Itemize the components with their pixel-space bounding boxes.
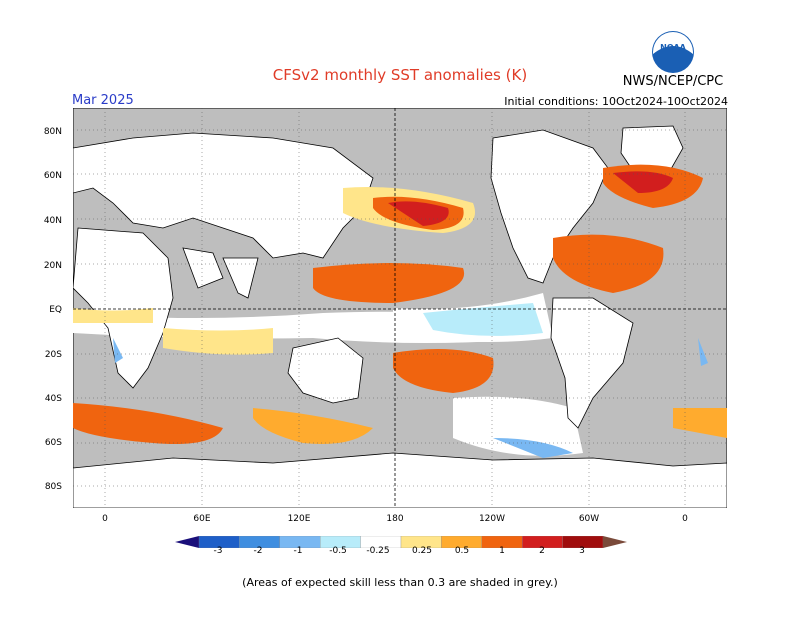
lat-label: 40N (43, 216, 62, 226)
colorbar-label: 1 (499, 546, 505, 556)
lon-label: 120E (287, 514, 311, 524)
lat-label: 80S (44, 482, 62, 492)
colorbar-label: -0.5 (329, 546, 347, 556)
valid-month: Mar 2025 (72, 93, 134, 108)
map-title: CFSv2 monthly SST anomalies (K) (272, 66, 528, 84)
lon-label: 0 (682, 514, 688, 524)
lat-label: 20S (44, 350, 62, 360)
colorbar-label: 0.25 (411, 546, 433, 556)
lon-label: 60W (578, 514, 600, 524)
lat-label: 20N (43, 261, 62, 271)
colorbar-label: 3 (579, 546, 585, 556)
lat-label: 60N (43, 171, 62, 181)
initial-conditions: Initial conditions: 10Oct2024-10Oct2024 (504, 95, 728, 108)
noaa-logo: NOAA (652, 31, 694, 73)
colorbar-right-arrow (603, 536, 627, 548)
lat-label: 60S (44, 438, 62, 448)
lon-label: 60E (193, 514, 211, 524)
lon-label: 180 (386, 514, 404, 524)
sst-anomaly-map (73, 108, 727, 508)
lon-label: 120W (478, 514, 506, 524)
lat-label: 80N (43, 127, 62, 137)
lon-label: 0 (102, 514, 108, 524)
colorbar-left-arrow (175, 536, 199, 548)
agency-label: NWS/NCEP/CPC (622, 74, 724, 89)
lat-label: 40S (44, 394, 62, 404)
svg-text:NOAA: NOAA (660, 43, 686, 52)
colorbar-label: -3 (213, 546, 223, 556)
lat-label: EQ (49, 305, 62, 315)
colorbar-label: 2 (539, 546, 545, 556)
colorbar-label: -0.25 (366, 546, 390, 556)
colorbar (175, 536, 627, 548)
legend-note: (Areas of expected skill less than 0.3 a… (242, 576, 558, 589)
colorbar-label: -1 (293, 546, 303, 556)
colorbar-label: 0.5 (454, 546, 470, 556)
colorbar-label: -2 (253, 546, 263, 556)
